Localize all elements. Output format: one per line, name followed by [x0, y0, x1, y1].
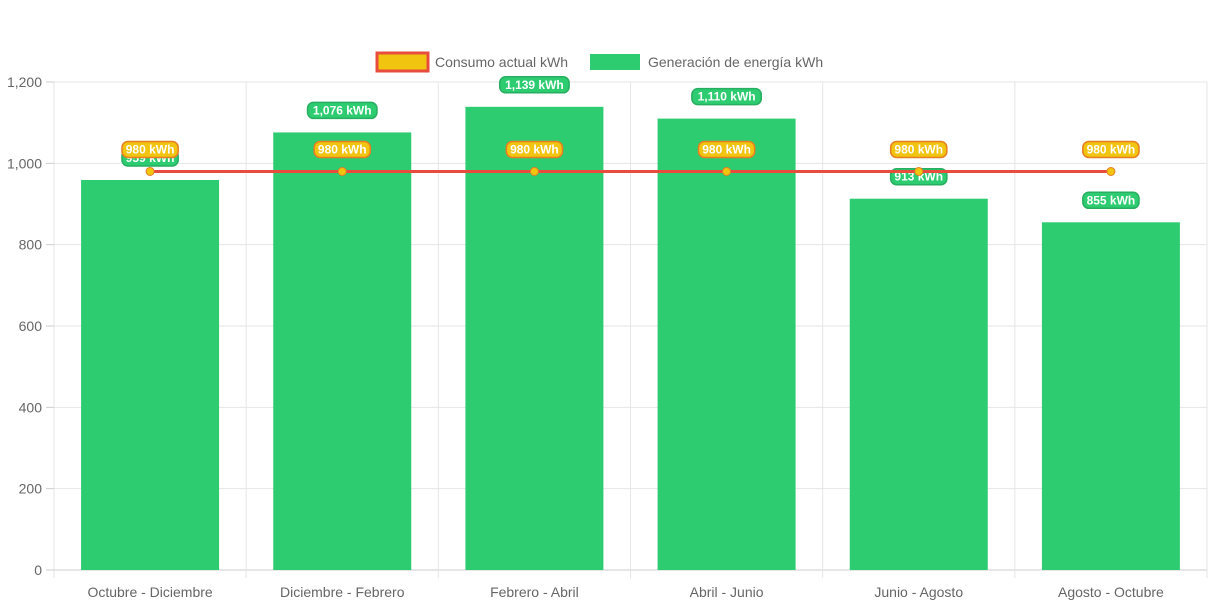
legend-label-generacion: Generación de energía kWh	[648, 54, 823, 70]
line-point-consumo[interactable]	[722, 166, 732, 176]
line-point-consumo[interactable]	[914, 166, 924, 176]
bar-data-label: 855 kWh	[1087, 193, 1136, 207]
y-tick-label: 400	[19, 399, 43, 415]
y-tick-label: 200	[19, 481, 43, 497]
bar-generacion[interactable]	[657, 118, 796, 570]
consumption-line	[145, 166, 1116, 176]
bar-data-label-box	[691, 87, 763, 106]
line-point-consumo[interactable]	[337, 166, 347, 176]
bars	[81, 106, 1180, 571]
bar-generacion[interactable]	[465, 106, 604, 570]
x-tick-label: Diciembre - Febrero	[280, 584, 405, 600]
y-tick-label: 0	[34, 562, 42, 578]
y-tick-label: 600	[19, 318, 43, 334]
line-data-label: 980 kWh	[702, 142, 751, 156]
line-point-consumo[interactable]	[1106, 166, 1116, 176]
bar-data-label: 913 kWh	[894, 170, 943, 184]
x-tick-label: Octubre - Diciembre	[87, 584, 212, 600]
bar-generacion[interactable]	[849, 198, 988, 571]
line-data-label: 980 kWh	[318, 142, 367, 156]
y-tick-label: 1,000	[7, 155, 42, 171]
bar-data-label-box	[1082, 191, 1140, 210]
y-tick-label: 1,200	[7, 74, 42, 90]
line-data-label-box	[1082, 140, 1140, 159]
line-data-label: 980 kWh	[1087, 142, 1136, 156]
bar-data-label: 1,076 kWh	[313, 103, 372, 117]
line-data-label: 980 kWh	[510, 142, 559, 156]
legend-swatch-consumo	[375, 51, 430, 73]
bar-data-label-box	[306, 101, 378, 120]
line-point-consumo[interactable]	[529, 166, 539, 176]
legend-label-consumo: Consumo actual kWh	[435, 54, 568, 70]
x-tick-label: Abril - Junio	[690, 584, 764, 600]
line-data-label: 980 kWh	[126, 142, 175, 156]
y-tick-label: 800	[19, 237, 43, 253]
legend-swatch-generacion	[590, 54, 640, 70]
legend-item-consumo[interactable]: Consumo actual kWh	[375, 51, 568, 73]
legend: Consumo actual kWh Generación de energía…	[375, 51, 823, 73]
x-tick-label: Febrero - Abril	[490, 584, 579, 600]
x-tick-label: Junio - Agosto	[874, 584, 963, 600]
x-tick-label: Agosto - Octubre	[1058, 584, 1164, 600]
line-data-label-box	[121, 140, 179, 159]
grid	[53, 81, 1208, 578]
legend-item-generacion[interactable]: Generación de energía kWh	[590, 54, 823, 70]
line-data-label: 980 kWh	[894, 142, 943, 156]
line-data-label-box	[889, 140, 948, 159]
bar-data-label: 1,139 kWh	[505, 78, 564, 92]
bar-generacion[interactable]	[273, 132, 412, 570]
line-data-labels: 980 kWh 980 kWh 980 kWh 980 kWh 980 kWh 980 k…	[121, 140, 1140, 159]
line-data-label-box	[313, 140, 372, 159]
bar-data-label: 1,110 kWh	[698, 90, 756, 104]
axes: 0 200 400 600 800 1,000 1,200 Octubre - Diciemb…	[7, 74, 1164, 600]
bar-data-label-box	[498, 76, 570, 94]
bar-generacion[interactable]	[81, 180, 220, 571]
line-data-label-box	[697, 140, 756, 159]
line-data-label-box	[505, 140, 564, 159]
bar-generacion[interactable]	[1041, 222, 1180, 571]
line-point-consumo[interactable]	[145, 166, 155, 176]
